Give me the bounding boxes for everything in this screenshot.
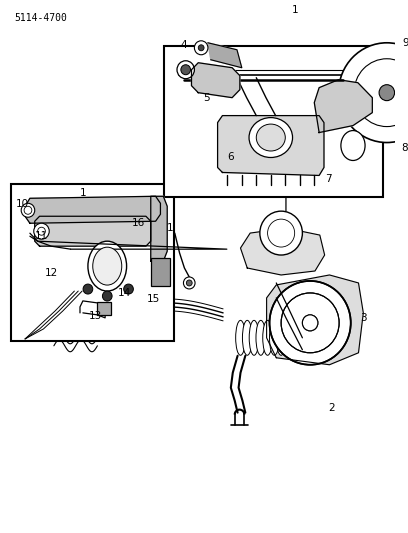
Polygon shape [191, 63, 240, 98]
Text: 1: 1 [80, 188, 86, 198]
Text: 9: 9 [403, 38, 408, 48]
Circle shape [34, 223, 49, 239]
Circle shape [124, 284, 133, 294]
Ellipse shape [256, 124, 285, 151]
Text: 16: 16 [131, 218, 145, 228]
Text: 7: 7 [326, 174, 332, 184]
Text: 5114-4700: 5114-4700 [14, 13, 67, 23]
Circle shape [24, 206, 32, 214]
Circle shape [194, 41, 208, 55]
Text: 3: 3 [360, 313, 367, 323]
Ellipse shape [88, 241, 126, 291]
Text: 13: 13 [89, 311, 102, 321]
Circle shape [47, 309, 74, 337]
Circle shape [181, 64, 191, 75]
Circle shape [268, 219, 295, 247]
Circle shape [379, 85, 395, 101]
Bar [164, 46, 384, 197]
Text: 4: 4 [180, 40, 187, 50]
Ellipse shape [276, 320, 286, 356]
Ellipse shape [263, 320, 273, 356]
Circle shape [53, 315, 69, 331]
Polygon shape [217, 116, 324, 175]
Polygon shape [80, 301, 105, 318]
Circle shape [270, 281, 351, 365]
Ellipse shape [283, 320, 293, 356]
Circle shape [177, 61, 194, 79]
Text: 6: 6 [227, 152, 233, 163]
Bar [151, 258, 170, 286]
Polygon shape [151, 196, 167, 261]
Circle shape [302, 315, 318, 331]
Polygon shape [25, 196, 160, 223]
Circle shape [38, 227, 45, 235]
Polygon shape [35, 216, 151, 246]
Bar [98, 302, 111, 315]
Text: 8: 8 [401, 142, 408, 152]
Circle shape [83, 284, 93, 294]
Circle shape [21, 203, 35, 217]
Circle shape [184, 277, 195, 289]
Polygon shape [208, 43, 242, 68]
Circle shape [102, 291, 112, 301]
Ellipse shape [242, 320, 252, 356]
Ellipse shape [270, 320, 279, 356]
Polygon shape [240, 228, 325, 275]
Text: 11: 11 [35, 231, 48, 241]
Polygon shape [314, 80, 373, 133]
Circle shape [302, 315, 318, 331]
Polygon shape [266, 275, 363, 365]
Bar [11, 184, 174, 341]
Ellipse shape [93, 247, 122, 285]
Text: 5: 5 [204, 93, 210, 103]
Text: 2: 2 [328, 402, 335, 413]
Text: 15: 15 [147, 294, 160, 304]
Circle shape [354, 59, 408, 126]
Circle shape [281, 293, 339, 353]
Circle shape [198, 45, 204, 51]
Circle shape [260, 211, 302, 255]
Text: 14: 14 [118, 288, 131, 298]
Circle shape [339, 43, 408, 142]
Text: 10: 10 [16, 199, 29, 209]
Circle shape [186, 280, 192, 286]
Text: 12: 12 [44, 268, 58, 278]
Ellipse shape [256, 320, 266, 356]
Ellipse shape [249, 320, 259, 356]
Text: 1: 1 [166, 223, 173, 233]
Text: 1: 1 [292, 5, 298, 15]
Ellipse shape [236, 320, 245, 356]
Ellipse shape [341, 131, 365, 160]
Ellipse shape [249, 118, 293, 157]
